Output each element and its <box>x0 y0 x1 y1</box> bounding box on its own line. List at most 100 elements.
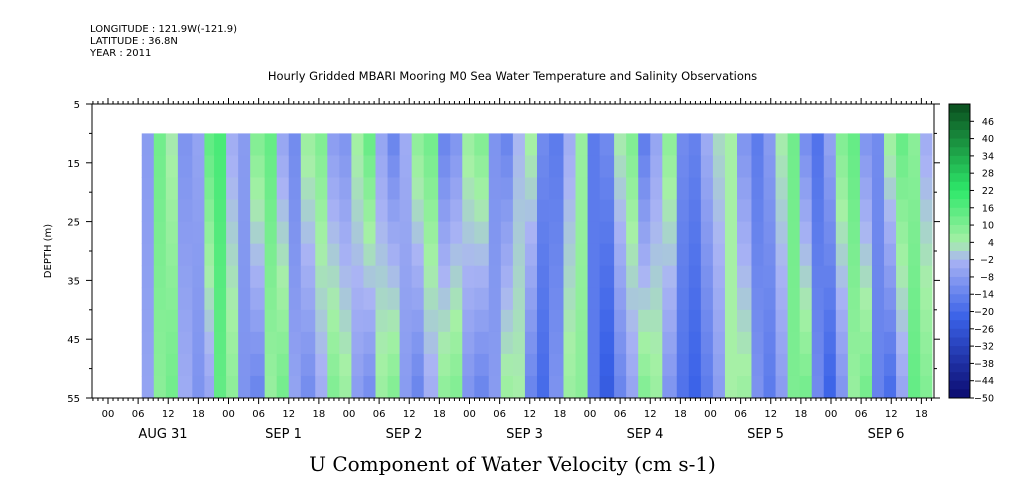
heatmap-cell <box>204 331 215 355</box>
colorbar-segment <box>949 328 970 338</box>
heatmap-cell <box>871 199 885 222</box>
heatmap-cell <box>315 221 328 245</box>
heatmap-cell <box>399 177 413 200</box>
heatmap-cell <box>462 309 475 333</box>
heatmap-cell <box>351 265 364 289</box>
heatmap-cell <box>536 287 550 311</box>
heatmap-cell <box>712 221 726 245</box>
heatmap-cell <box>351 221 364 245</box>
heatmap-cell <box>423 353 439 377</box>
heatmap-cell <box>327 177 340 200</box>
heatmap-cell <box>847 375 861 399</box>
heatmap-cell <box>411 199 425 222</box>
heatmap-cell <box>375 199 388 222</box>
heatmap-cell <box>474 309 490 333</box>
heatmap-cell <box>204 177 215 200</box>
heatmap-cell <box>192 375 205 399</box>
heatmap-cell <box>423 243 439 267</box>
heatmap-cell <box>920 243 933 267</box>
heatmap-cell <box>847 199 861 222</box>
heatmap-cell <box>871 133 885 156</box>
heatmap-cell <box>351 287 364 311</box>
heatmap-cell <box>300 375 316 399</box>
heatmap-cell <box>288 133 302 156</box>
heatmap-column <box>662 133 678 399</box>
heatmap-cell <box>488 309 502 333</box>
heatmap-cell <box>165 155 179 178</box>
heatmap-cell <box>835 133 849 156</box>
heatmap-cell <box>177 265 193 289</box>
heatmap-cell <box>276 199 290 222</box>
heatmap-cell <box>387 243 401 267</box>
heatmap-cell <box>799 177 813 200</box>
colorbar-label: −44 <box>974 376 994 387</box>
heatmap-cell <box>238 353 251 377</box>
heatmap-cell <box>339 199 352 222</box>
heatmap-cell <box>226 221 239 245</box>
heatmap-cell <box>363 287 376 311</box>
heatmap-cell <box>339 155 352 178</box>
heatmap-cell <box>438 287 451 311</box>
heatmap-cell <box>823 133 837 156</box>
heatmap-cell <box>462 287 475 311</box>
heatmap-cell <box>288 353 302 377</box>
heatmap-cell <box>238 243 251 267</box>
heatmap-cell <box>450 177 463 200</box>
heatmap-cell <box>763 221 776 245</box>
heatmap-cell <box>141 331 155 355</box>
heatmap-cell <box>775 331 789 355</box>
colorbar-segment <box>949 233 970 243</box>
heatmap-cell <box>575 177 588 200</box>
heatmap-column <box>787 133 801 399</box>
heatmap-cell <box>214 221 227 245</box>
heatmap-cell <box>737 375 752 399</box>
heatmap-column <box>823 133 837 399</box>
heatmap-cell <box>264 375 278 399</box>
heatmap-cell <box>676 199 690 222</box>
heatmap-cell <box>177 309 193 333</box>
heatmap-cell <box>488 287 502 311</box>
heatmap-cell <box>363 309 376 333</box>
heatmap-cell <box>614 265 627 289</box>
heatmap-cell <box>387 221 401 245</box>
heatmap-cell <box>884 155 897 178</box>
x-date-label: SEP 1 <box>265 427 302 442</box>
colorbar-segment <box>949 112 970 122</box>
heatmap-cell <box>462 375 475 399</box>
heatmap-cell <box>763 177 776 200</box>
heatmap-cell <box>563 309 576 333</box>
heatmap-cell <box>288 375 302 399</box>
heatmap-cell <box>700 177 714 200</box>
heatmap-column <box>315 133 328 399</box>
heatmap-cell <box>276 155 290 178</box>
heatmap-cell <box>351 375 364 399</box>
heatmap-cell <box>264 287 278 311</box>
heatmap-cell <box>363 221 376 245</box>
heatmap-cell <box>563 133 576 156</box>
heatmap-cell <box>575 265 588 289</box>
heatmap-cell <box>859 287 873 311</box>
heatmap-cell <box>351 243 364 267</box>
heatmap-column <box>423 133 439 399</box>
heatmap-cell <box>327 331 340 355</box>
heatmap-cell <box>884 375 897 399</box>
heatmap-cell <box>908 155 921 178</box>
heatmap-cell <box>763 287 776 311</box>
heatmap-cell <box>214 243 227 267</box>
heatmap-cell <box>250 133 266 156</box>
heatmap-cell <box>226 309 239 333</box>
heatmap-cell <box>399 133 413 156</box>
heatmap-cell <box>204 133 215 156</box>
heatmap-column <box>177 133 193 399</box>
heatmap-cell <box>549 199 564 222</box>
heatmap-cell <box>884 265 897 289</box>
heatmap-cell <box>587 243 601 267</box>
heatmap-cell <box>153 331 167 355</box>
heatmap-cell <box>896 133 909 156</box>
colorbar-segment <box>949 294 970 304</box>
heatmap-cell <box>688 155 702 178</box>
heatmap-column <box>438 133 451 399</box>
heatmap-cell <box>775 221 789 245</box>
heatmap-cell <box>411 243 425 267</box>
